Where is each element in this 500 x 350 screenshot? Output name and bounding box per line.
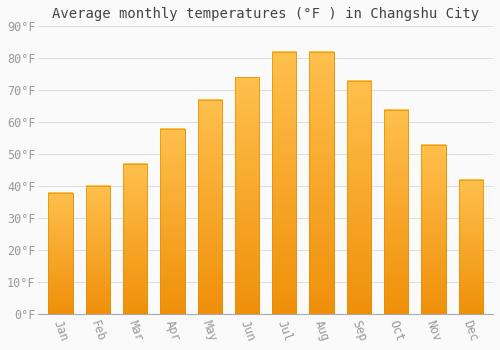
Bar [458, 180, 483, 314]
Bar [384, 110, 408, 314]
Bar [48, 193, 72, 314]
Bar [346, 81, 371, 314]
Bar [272, 52, 296, 314]
Bar [235, 77, 259, 314]
Bar [235, 77, 259, 314]
Bar [422, 145, 446, 314]
Title: Average monthly temperatures (°F ) in Changshu City: Average monthly temperatures (°F ) in Ch… [52, 7, 479, 21]
Bar [346, 81, 371, 314]
Bar [422, 145, 446, 314]
Bar [86, 186, 110, 314]
Bar [310, 52, 334, 314]
Bar [310, 52, 334, 314]
Bar [160, 129, 184, 314]
Bar [198, 100, 222, 314]
Bar [123, 164, 148, 314]
Bar [86, 186, 110, 314]
Bar [160, 129, 184, 314]
Bar [123, 164, 148, 314]
Bar [384, 110, 408, 314]
Bar [458, 180, 483, 314]
Bar [198, 100, 222, 314]
Bar [272, 52, 296, 314]
Bar [48, 193, 72, 314]
